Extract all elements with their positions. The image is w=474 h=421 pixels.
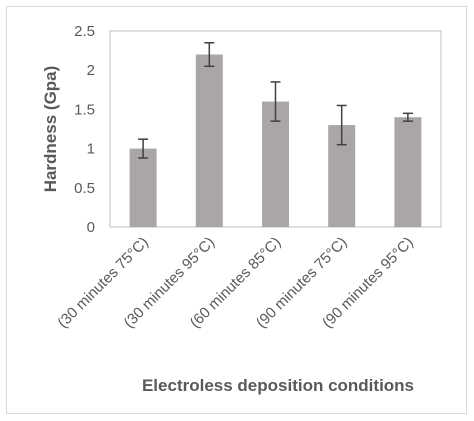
x-axis-title: Electroless deposition conditions (142, 376, 414, 395)
bar (394, 117, 422, 227)
error-bar (270, 81, 281, 122)
y-tick-label: 2.5 (74, 23, 95, 40)
error-bar (204, 42, 215, 68)
y-tick-label: 2 (87, 62, 95, 79)
y-tick-label: 0.5 (74, 180, 95, 197)
y-tick-label: 0 (87, 219, 95, 236)
bar (129, 148, 157, 227)
error-bar (138, 138, 149, 159)
y-tick-label: 1 (87, 141, 95, 158)
chart-frame (6, 6, 467, 414)
bar (262, 101, 289, 227)
error-bar (402, 112, 413, 122)
y-tick-label: 1.5 (74, 101, 95, 118)
error-bar (336, 104, 347, 146)
bar (195, 54, 223, 227)
y-axis-title: Hardness (Gpa) (41, 66, 60, 193)
